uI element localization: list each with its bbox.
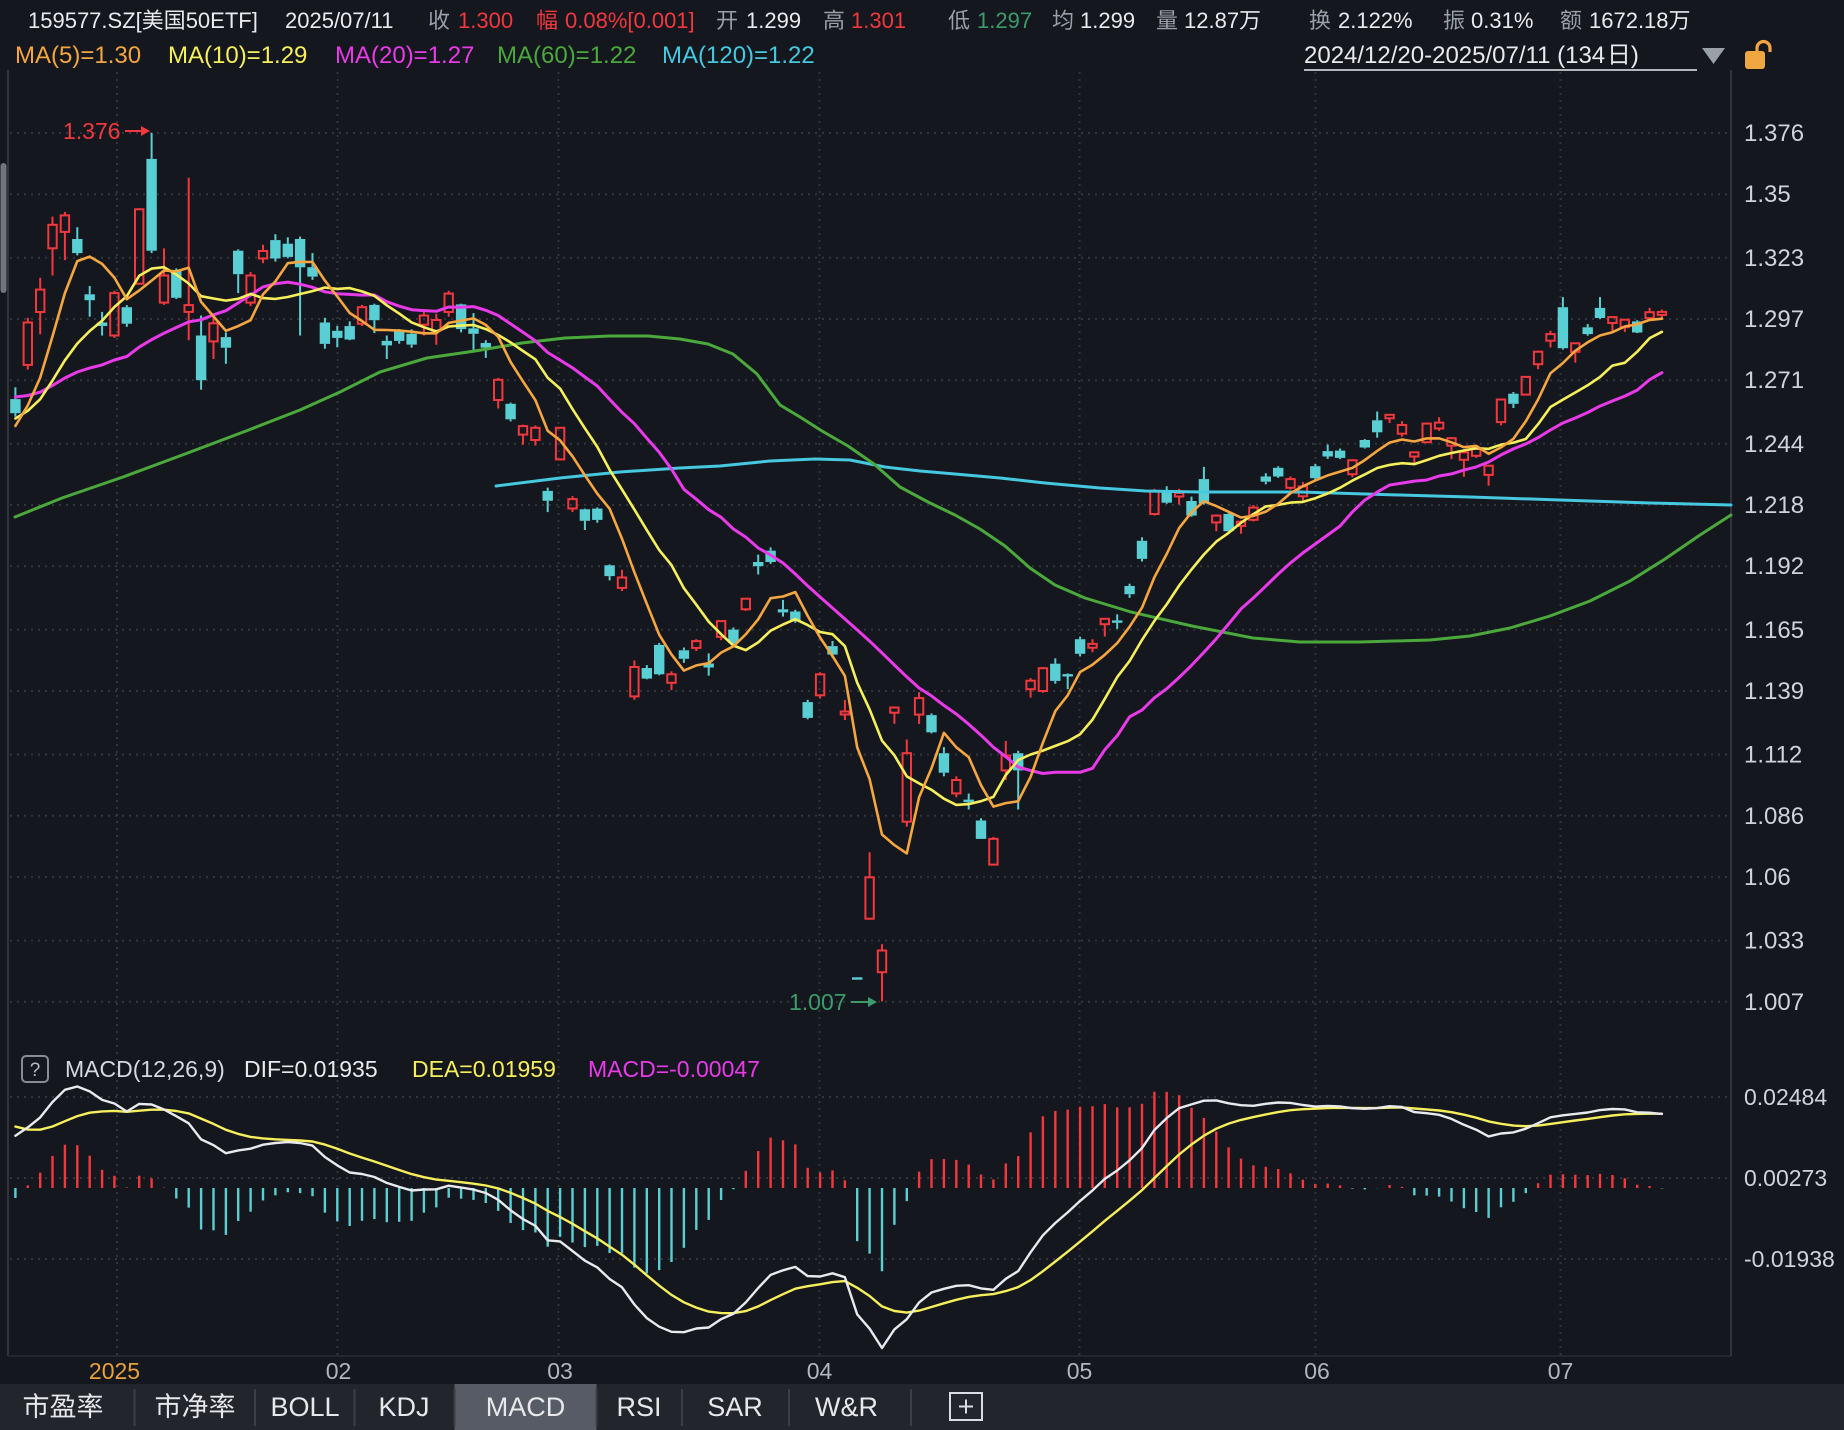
svg-text:BOLL: BOLL (271, 1392, 340, 1422)
svg-text:1.218: 1.218 (1744, 492, 1804, 519)
svg-text:1.300: 1.300 (458, 8, 513, 33)
svg-text:?: ? (30, 1060, 41, 1081)
svg-text:1.086: 1.086 (1744, 803, 1804, 830)
svg-text:MA(120)=1.22: MA(120)=1.22 (662, 42, 815, 69)
svg-text:MACD=-0.00047: MACD=-0.00047 (588, 1056, 760, 1082)
svg-text:MACD(12,26,9): MACD(12,26,9) (65, 1056, 225, 1082)
svg-text:-0.01938: -0.01938 (1744, 1246, 1835, 1272)
svg-text:RSI: RSI (617, 1392, 662, 1422)
svg-text:05: 05 (1067, 1358, 1093, 1384)
svg-text:1.06: 1.06 (1744, 864, 1791, 891)
svg-text:1.299: 1.299 (746, 8, 801, 33)
svg-text:1.007: 1.007 (1744, 989, 1804, 1016)
svg-text:MA(20)=1.27: MA(20)=1.27 (335, 42, 474, 69)
svg-text:1672.18: 1672.18 (1589, 8, 1669, 33)
svg-text:2025/07/11: 2025/07/11 (285, 8, 393, 33)
svg-text:1.297: 1.297 (1744, 306, 1804, 333)
svg-text:1.323: 1.323 (1744, 245, 1804, 272)
svg-text:DIF=0.01935: DIF=0.01935 (244, 1056, 378, 1082)
svg-text:2024/12/20-2025/07/11 (134: 2024/12/20-2025/07/11 (134 (1304, 42, 1605, 69)
svg-text:04: 04 (807, 1358, 833, 1384)
svg-text:W&R: W&R (815, 1392, 878, 1422)
svg-text:MA(10)=1.29: MA(10)=1.29 (168, 42, 307, 69)
svg-text:07: 07 (1548, 1358, 1574, 1384)
svg-text:1.376: 1.376 (63, 118, 121, 144)
svg-text:1.139: 1.139 (1744, 678, 1804, 705)
svg-text:02: 02 (326, 1358, 352, 1384)
svg-text:MACD: MACD (486, 1392, 566, 1422)
svg-text:1.244: 1.244 (1744, 431, 1804, 458)
svg-text:06: 06 (1304, 1358, 1330, 1384)
svg-text:0.31%: 0.31% (1471, 8, 1533, 33)
svg-text:2025: 2025 (89, 1358, 140, 1384)
svg-text:50ETF]: 50ETF] (186, 8, 258, 33)
svg-text:0.02484: 0.02484 (1744, 1084, 1827, 1110)
svg-text:MA(60)=1.22: MA(60)=1.22 (497, 42, 636, 69)
svg-text:1.299: 1.299 (1080, 8, 1135, 33)
svg-text:SAR: SAR (707, 1392, 763, 1422)
svg-text:KDJ: KDJ (379, 1392, 430, 1422)
svg-text:0.08%[0.001]: 0.08%[0.001] (565, 8, 695, 33)
svg-text:1.165: 1.165 (1744, 617, 1804, 644)
svg-text:MA(5)=1.30: MA(5)=1.30 (15, 42, 141, 69)
svg-text:0.00273: 0.00273 (1744, 1165, 1827, 1191)
svg-text:DEA=0.01959: DEA=0.01959 (412, 1056, 556, 1082)
svg-text:1.007: 1.007 (789, 989, 847, 1015)
svg-text:1.112: 1.112 (1744, 742, 1802, 769)
svg-text:1.376: 1.376 (1744, 120, 1804, 147)
svg-text:1.35: 1.35 (1744, 181, 1791, 208)
svg-text:1.033: 1.033 (1744, 928, 1804, 955)
svg-text:1.301: 1.301 (851, 8, 906, 33)
svg-text:): ) (1631, 42, 1639, 69)
svg-text:1.271: 1.271 (1744, 367, 1804, 394)
svg-text:159577.SZ[: 159577.SZ[ (28, 8, 142, 33)
svg-text:03: 03 (547, 1358, 573, 1384)
svg-text:2.122%: 2.122% (1338, 8, 1413, 33)
svg-text:1.297: 1.297 (977, 8, 1032, 33)
svg-text:12.87: 12.87 (1184, 8, 1239, 33)
svg-text:1.192: 1.192 (1744, 553, 1804, 580)
